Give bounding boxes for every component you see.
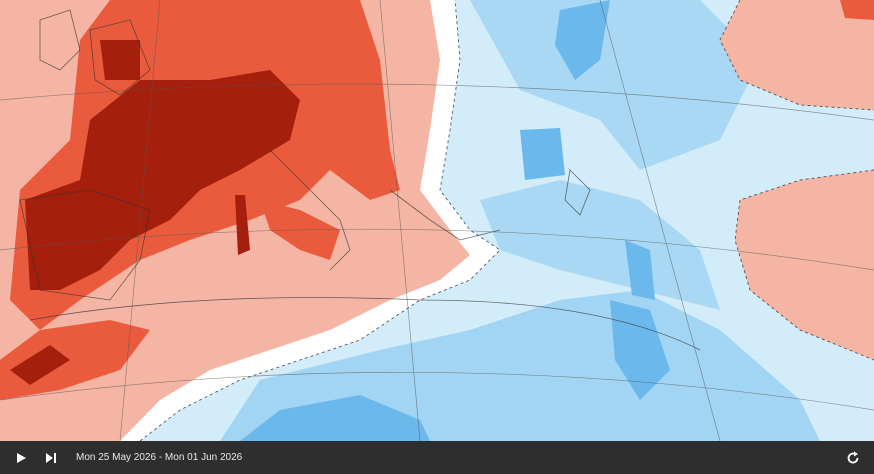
step-icon (46, 452, 56, 463)
refresh-button[interactable] (840, 445, 866, 471)
play-button[interactable] (8, 445, 34, 471)
date-range: Mon 25 May 2026 - Mon 01 Jun 2026 (76, 452, 243, 463)
player-bar: Mon 25 May 2026 - Mon 01 Jun 2026 (0, 441, 874, 474)
anomaly-map (0, 0, 874, 441)
play-icon (17, 452, 26, 463)
refresh-icon (847, 451, 859, 464)
step-button[interactable] (38, 445, 64, 471)
